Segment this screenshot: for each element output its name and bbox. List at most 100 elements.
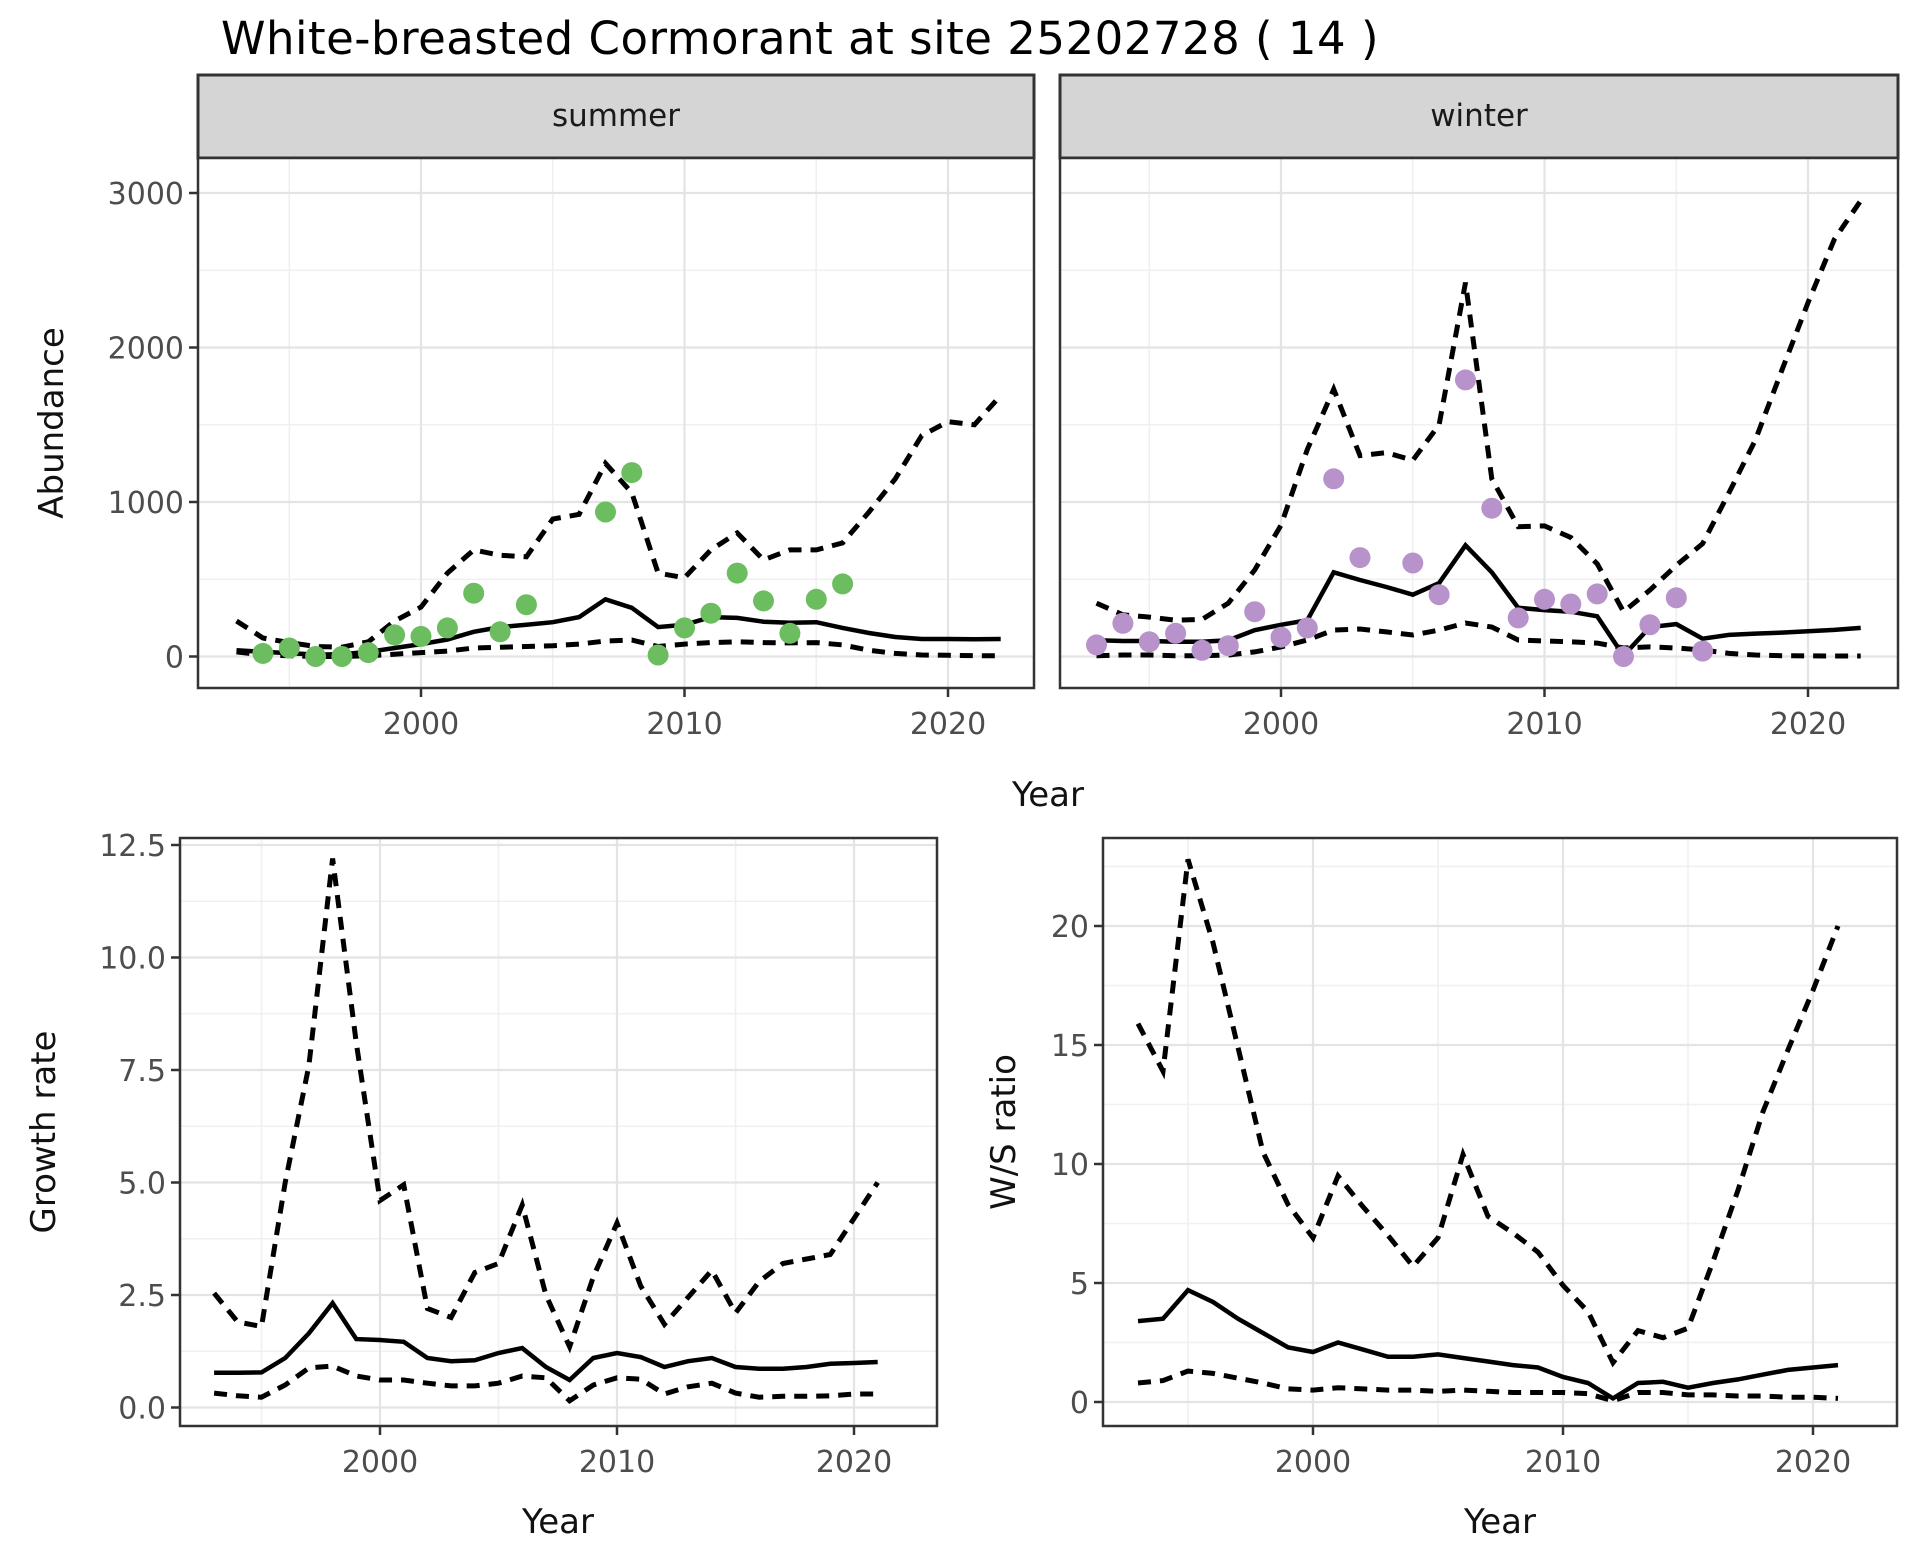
ws-y-tick-label-5: 5: [1070, 1267, 1089, 1302]
growth-grid-major: [180, 838, 937, 1426]
y-axis-title-abundance: Abundance: [32, 327, 72, 519]
growth-y-tick-label-0.0: 0.0: [118, 1392, 166, 1427]
y-axis-title-ws-ratio: W/S ratio: [984, 1054, 1024, 1210]
panel-ws: 2000 2010 2020 0 5 10 15 20: [1051, 836, 1899, 1480]
ws-lower-ci-line: [1137, 1368, 1839, 1404]
summer-observed-point: [410, 625, 432, 647]
ws-y-tick-label-15: 15: [1051, 1029, 1089, 1064]
summer-upper-ci-line: [235, 393, 1003, 650]
winter-observed-point: [1507, 607, 1529, 629]
winter-x-tick-label-2000: 2000: [1243, 707, 1319, 742]
winter-observed-point: [1349, 547, 1371, 569]
winter-observed-point: [1138, 631, 1160, 653]
winter-observed-point: [1692, 640, 1714, 662]
summer-observed-point: [436, 617, 458, 639]
winter-observed-point: [1665, 587, 1687, 609]
summer-y-tick-label-0: 0: [165, 641, 184, 676]
summer-panel-border: [196, 156, 1036, 690]
winter-observed-point: [1402, 552, 1424, 574]
winter-observed-point: [1586, 583, 1608, 605]
winter-observed-point: [1428, 584, 1450, 606]
ws-x-tick-label-2000: 2000: [1275, 1445, 1351, 1480]
summer-observed-point: [753, 590, 774, 612]
facet-strip-summer: [196, 73, 1036, 160]
winter-upper-ci-line: [1095, 199, 1863, 623]
growth-grid-minor: [180, 838, 937, 1426]
growth-y-tick-label-7.5: 7.5: [118, 1054, 166, 1089]
winter-observed-point: [1112, 612, 1134, 634]
facet-strip-label-summer: summer: [551, 98, 681, 134]
summer-observed-point: [621, 462, 643, 484]
ws-panel-border: [1101, 836, 1899, 1428]
ws-panel-bg: [1103, 838, 1897, 1426]
winter-observed-point: [1244, 601, 1266, 623]
summer-observed-point: [331, 646, 353, 667]
ws-y-tick-label-20: 20: [1051, 910, 1089, 945]
summer-observed-point: [252, 642, 274, 664]
facet-strip-label-winter: winter: [1430, 98, 1528, 134]
summer-observed-points: [252, 462, 854, 667]
summer-observed-point: [647, 644, 669, 666]
ws-grid-minor: [1103, 838, 1897, 1426]
summer-observed-point: [463, 582, 485, 604]
summer-y-tick-label-1000: 1000: [108, 486, 184, 521]
winter-observed-point: [1165, 622, 1187, 644]
winter-lower-ci-line: [1096, 620, 1861, 659]
winter-observed-point: [1481, 497, 1503, 519]
summer-x-tick-label-2020: 2020: [910, 707, 986, 742]
winter-x-tick-label-2020: 2020: [1770, 707, 1846, 742]
growth-upper-ci-line: [212, 858, 880, 1354]
winter-observed-point: [1455, 369, 1476, 391]
summer-panel-bg: [198, 158, 1034, 688]
growth-axis-ticks: 2000 2010 2020 0.0 2.5 5.0 7.5 10.0 12.5: [99, 829, 892, 1480]
winter-x-tick-label-2010: 2010: [1506, 707, 1582, 742]
ws-x-tick-label-2020: 2020: [1775, 1445, 1851, 1480]
summer-observed-point: [384, 624, 406, 646]
ws-median-fit-line: [1137, 1287, 1839, 1402]
chart-title: White-breasted Cormorant at site 2520272…: [220, 12, 1380, 65]
summer-observed-point: [305, 646, 327, 667]
winter-observed-point: [1296, 617, 1318, 639]
ws-y-tick-label-10: 10: [1051, 1148, 1089, 1183]
growth-x-tick-label-2000: 2000: [342, 1445, 418, 1480]
winter-observed-point: [1217, 635, 1239, 657]
summer-y-tick-label-3000: 3000: [108, 177, 184, 212]
growth-x-tick-label-2010: 2010: [579, 1445, 655, 1480]
summer-observed-point: [805, 588, 827, 610]
winter-grid-minor: [1060, 158, 1898, 688]
ws-y-tick-label-0: 0: [1070, 1386, 1089, 1421]
x-axis-title-year-growth: Year: [522, 1502, 594, 1542]
summer-observed-point: [779, 622, 801, 644]
growth-median-fit-line: [214, 1299, 878, 1383]
winter-observed-point: [1086, 634, 1107, 656]
panel-winter: 2000 2010 2020: [1058, 156, 1900, 742]
summer-axis-ticks: 2000 2010 2020 0 1000 2000 3000: [108, 177, 987, 742]
facet-strip-winter: [1058, 73, 1900, 160]
summer-observed-point: [700, 602, 722, 624]
winter-observed-point: [1534, 588, 1555, 610]
summer-x-tick-label-2010: 2010: [646, 707, 722, 742]
summer-observed-point: [489, 621, 511, 643]
winter-panel-border: [1058, 156, 1900, 690]
winter-axis-ticks: 2000 2010 2020: [1243, 688, 1846, 742]
winter-observed-point: [1270, 626, 1292, 648]
growth-y-tick-label-12.5: 12.5: [99, 829, 166, 864]
growth-lower-ci-line: [213, 1363, 878, 1404]
growth-panel-bg: [180, 838, 937, 1426]
summer-grid-minor: [198, 158, 1034, 688]
winter-observed-points: [1086, 369, 1714, 667]
winter-observed-point: [1613, 646, 1634, 667]
growth-y-tick-label-10.0: 10.0: [99, 942, 166, 977]
y-axis-title-growth-rate: Growth rate: [24, 1030, 64, 1234]
summer-observed-point: [278, 637, 300, 659]
winter-observed-point: [1323, 468, 1345, 490]
x-axis-title-year-top: Year: [1012, 775, 1084, 815]
ws-x-tick-label-2010: 2010: [1525, 1445, 1601, 1480]
ws-upper-ci-line: [1135, 858, 1841, 1368]
summer-observed-point: [357, 642, 379, 664]
panel-summer: 2000 2010 2020 0 1000 2000 3000: [108, 156, 1036, 742]
summer-observed-point: [595, 501, 616, 523]
panel-growth: 2000 2010 2020 0.0 2.5 5.0 7.5 10.0 12.5: [99, 829, 939, 1480]
